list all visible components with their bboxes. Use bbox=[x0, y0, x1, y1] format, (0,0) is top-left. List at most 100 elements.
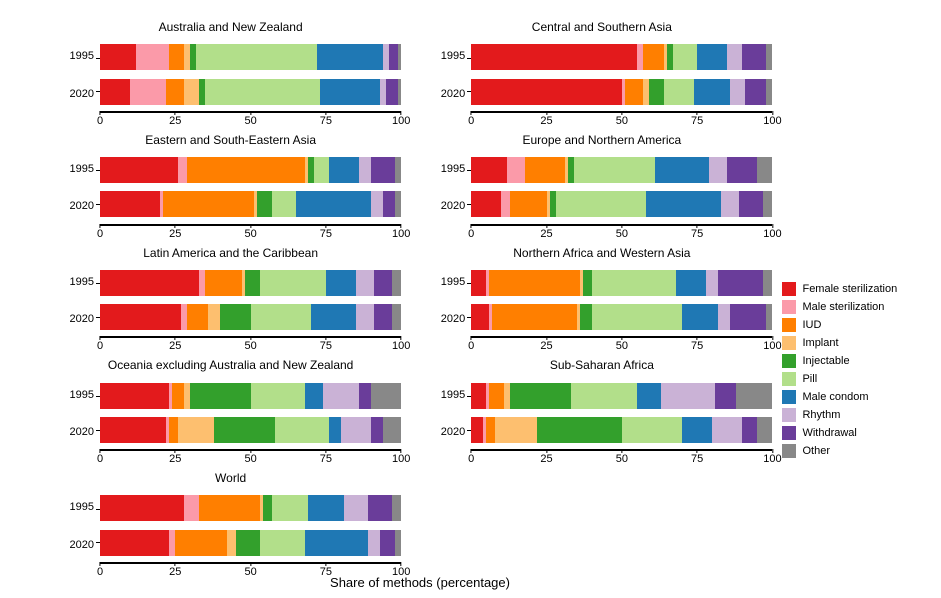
legend-label: IUD bbox=[802, 319, 821, 331]
x-tick: 0 bbox=[97, 228, 103, 240]
stacked-bar bbox=[100, 495, 401, 521]
bar-segment-withdrawal bbox=[727, 157, 757, 183]
x-tick: 100 bbox=[392, 453, 410, 465]
bar-segment-withdrawal bbox=[718, 270, 763, 296]
legend-swatch bbox=[782, 390, 796, 404]
stacked-bar bbox=[100, 79, 401, 105]
bar-segment-female_sterilization bbox=[471, 383, 486, 409]
chart-panel: Eastern and South-Eastern Asia 19952020 0 2… bbox=[60, 133, 401, 242]
stacked-bar bbox=[471, 157, 772, 183]
bar-segment-rhythm bbox=[730, 79, 745, 105]
x-tick: 75 bbox=[691, 115, 703, 127]
legend-item-iud: IUD bbox=[782, 318, 921, 332]
bars-container bbox=[100, 264, 401, 339]
legend-item-male_condom: Male condom bbox=[782, 390, 921, 404]
legend-swatch bbox=[782, 336, 796, 350]
panel-title: Eastern and South-Eastern Asia bbox=[60, 133, 401, 149]
legend: Female sterilizationMale sterilizationIU… bbox=[782, 20, 921, 580]
bar-segment-male_condom bbox=[637, 383, 661, 409]
legend-item-pill: Pill bbox=[782, 372, 921, 386]
x-tick: 100 bbox=[392, 340, 410, 352]
bar-segment-male_sterilization bbox=[507, 157, 525, 183]
bars-area: 1995 2020 bbox=[431, 151, 772, 226]
bar-segment-rhythm bbox=[323, 383, 359, 409]
stacked-bar bbox=[100, 157, 401, 183]
legend-label: Withdrawal bbox=[802, 427, 856, 439]
chart-panel bbox=[431, 471, 772, 580]
bar-segment-other bbox=[757, 417, 772, 443]
x-axis: 0255075100 bbox=[60, 340, 401, 354]
bar-segment-withdrawal bbox=[374, 270, 392, 296]
bar-segment-pill bbox=[260, 530, 305, 556]
bar-segment-female_sterilization bbox=[100, 495, 184, 521]
bar-segment-rhythm bbox=[727, 44, 742, 70]
legend-label: Female sterilization bbox=[802, 283, 897, 295]
chart-panel: Oceania excluding Australia and New Zeal… bbox=[60, 358, 401, 467]
bar-segment-female_sterilization bbox=[471, 417, 483, 443]
legend-label: Male condom bbox=[802, 391, 868, 403]
bar-segment-iud bbox=[205, 270, 241, 296]
y-axis-label: 2020 bbox=[431, 427, 465, 438]
x-tick: 50 bbox=[244, 453, 256, 465]
bar-segment-pill bbox=[251, 383, 305, 409]
bar-segment-male_condom bbox=[329, 157, 359, 183]
bars-container bbox=[471, 151, 772, 226]
chart-panel: Latin America and the Caribbean199520200… bbox=[60, 246, 401, 355]
x-tick: 25 bbox=[540, 115, 552, 127]
y-axis-label: 1995 bbox=[431, 51, 465, 62]
x-tick: 75 bbox=[320, 228, 332, 240]
y-axis-label: 2020 bbox=[431, 89, 465, 100]
chart-panel: Central and Southern Asia199520200255075… bbox=[431, 20, 772, 129]
bars-area: 19952020 bbox=[60, 489, 401, 564]
stacked-bar bbox=[100, 270, 401, 296]
bar-segment-withdrawal bbox=[739, 191, 763, 217]
y-axis-label: 2020 bbox=[431, 201, 465, 212]
bar-segment-male_sterilization bbox=[136, 44, 169, 70]
stacked-bar bbox=[471, 79, 772, 105]
y-axis-label: 1995 bbox=[60, 277, 94, 288]
bar-segment-iud bbox=[163, 191, 253, 217]
bar-segment-injectable bbox=[510, 383, 570, 409]
bar-segment-rhythm bbox=[344, 495, 368, 521]
y-axis-label: 1995 bbox=[431, 164, 465, 175]
legend-label: Other bbox=[802, 445, 830, 457]
bar-segment-iud bbox=[489, 383, 504, 409]
y-axis-label: 1995 bbox=[60, 502, 94, 513]
y-axis-labels: 19952020 bbox=[60, 151, 100, 226]
x-axis: 0255075100 bbox=[431, 115, 772, 129]
bar-segment-withdrawal bbox=[730, 304, 766, 330]
x-tick: 0 bbox=[468, 115, 474, 127]
bar-segment-pill bbox=[622, 417, 682, 443]
y-axis-label: 2020 bbox=[60, 201, 94, 212]
bars-area: 19952020 bbox=[60, 151, 401, 226]
bar-segment-other bbox=[392, 304, 401, 330]
bar-segment-male_condom bbox=[320, 79, 380, 105]
x-tick: 0 bbox=[468, 228, 474, 240]
bar-segment-other bbox=[392, 270, 401, 296]
panel-title: Northern Africa and Western Asia bbox=[431, 246, 772, 262]
legend-swatch bbox=[782, 282, 796, 296]
x-axis: 0255075100 bbox=[60, 115, 401, 129]
bar-segment-pill bbox=[673, 44, 697, 70]
bar-segment-other bbox=[383, 417, 401, 443]
bar-segment-rhythm bbox=[368, 530, 380, 556]
bar-segment-iud bbox=[169, 417, 178, 443]
x-tick: 0 bbox=[468, 453, 474, 465]
bar-segment-withdrawal bbox=[715, 383, 736, 409]
x-tick: 25 bbox=[169, 228, 181, 240]
bar-segment-other bbox=[395, 157, 401, 183]
x-tick: 25 bbox=[169, 340, 181, 352]
bar-segment-other bbox=[757, 157, 772, 183]
y-axis-labels: 1995 2020 bbox=[431, 151, 471, 226]
bar-segment-withdrawal bbox=[745, 79, 766, 105]
bar-segment-iud bbox=[489, 270, 579, 296]
bar-segment-female_sterilization bbox=[100, 157, 178, 183]
bar-segment-female_sterilization bbox=[471, 44, 637, 70]
legend-label: Rhythm bbox=[802, 409, 840, 421]
legend-label: Implant bbox=[802, 337, 838, 349]
bars-container bbox=[471, 376, 772, 451]
bar-segment-withdrawal bbox=[386, 79, 398, 105]
bar-segment-pill bbox=[592, 304, 682, 330]
stacked-bar bbox=[471, 417, 772, 443]
legend-item-implant: Implant bbox=[782, 336, 921, 350]
